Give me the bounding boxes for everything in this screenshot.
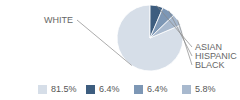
svg-text:ASIAN: ASIAN [195,42,222,52]
html-text:81.5%: 81.5% [51,84,77,94]
html-text:6.4%: 6.4% [147,84,168,94]
svg-text:WHITE: WHITE [44,15,73,25]
html-text:6.4%: 6.4% [99,84,120,94]
html-text:5.8%: 5.8% [195,84,216,94]
svg-text:BLACK: BLACK [195,60,225,70]
